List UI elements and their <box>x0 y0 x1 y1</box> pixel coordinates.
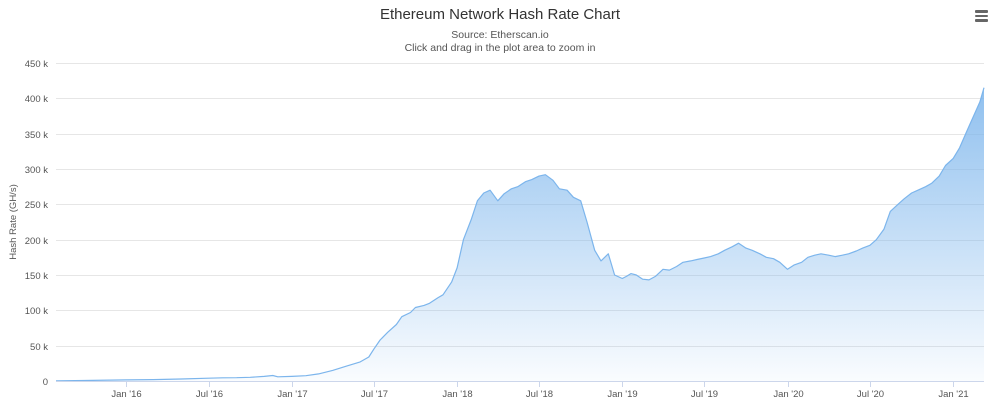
y-tick-label: 350 k <box>25 130 48 141</box>
x-tick-label: Jan '19 <box>607 389 637 400</box>
y-tick-label: 450 k <box>25 59 48 70</box>
chart-zoom-hint: Click and drag in the plot area to zoom … <box>404 41 596 54</box>
y-tick-label: 50 k <box>30 342 48 353</box>
x-tick-label: Jul '20 <box>857 389 884 400</box>
x-tick-label: Jul '16 <box>196 389 223 400</box>
chart-title: Ethereum Network Hash Rate Chart <box>379 6 621 23</box>
series-line <box>55 87 985 382</box>
chart-source: Source: Etherscan.io <box>451 29 549 41</box>
y-tick-label: 400 k <box>25 94 48 105</box>
x-tick-label: Jul '18 <box>526 389 553 400</box>
x-axis-ticks: Jan '16 Jul '16 Jan '17 Jul '17 Jan '18 Jul '… <box>111 381 969 400</box>
y-tick-label: 150 k <box>25 271 48 282</box>
y-axis-label: Hash Rate (GH/s) <box>8 184 19 260</box>
x-tick-label: Jul '17 <box>361 389 388 400</box>
x-tick-label: Jan '20 <box>773 389 803 400</box>
x-tick-label: Jan '21 <box>938 389 968 400</box>
y-tick-label: 0 <box>43 377 48 388</box>
hamburger-menu-icon[interactable] <box>970 6 992 26</box>
x-tick-label: Jan '18 <box>442 389 472 400</box>
chart-subtitle: Source: Etherscan.io Click and drag in t… <box>0 29 1000 54</box>
y-tick-label: 100 k <box>25 306 48 317</box>
y-tick-label: 300 k <box>25 165 48 176</box>
series-area-fill <box>56 87 984 381</box>
x-tick-label: Jan '16 <box>111 389 141 400</box>
x-tick-label: Jul '19 <box>691 389 718 400</box>
y-tick-label: 200 k <box>25 236 48 247</box>
x-tick-label: Jan '17 <box>277 389 307 400</box>
y-tick-label: 250 k <box>25 200 48 211</box>
series-area <box>55 87 985 382</box>
y-axis-ticks: 0 50 k 100 k 150 k 200 k 250 k 300 k 350 k 400 k… <box>25 59 48 388</box>
